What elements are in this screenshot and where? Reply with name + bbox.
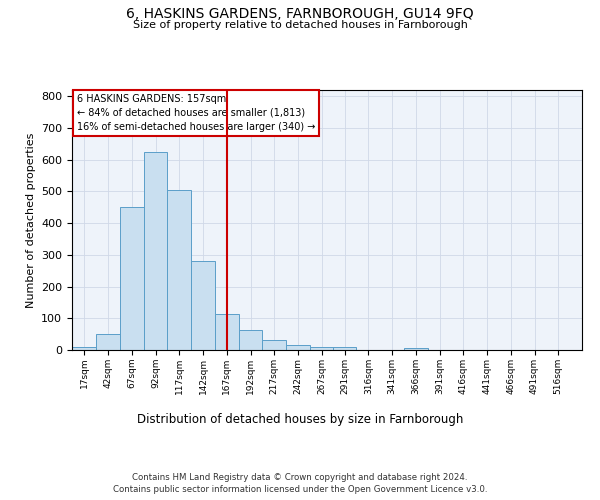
Bar xyxy=(404,348,428,350)
Bar xyxy=(239,330,262,350)
Text: 6 HASKINS GARDENS: 157sqm
← 84% of detached houses are smaller (1,813)
16% of se: 6 HASKINS GARDENS: 157sqm ← 84% of detac… xyxy=(77,94,316,132)
Text: Size of property relative to detached houses in Farnborough: Size of property relative to detached ho… xyxy=(133,20,467,30)
Bar xyxy=(120,208,144,350)
Bar xyxy=(262,340,286,350)
Text: Contains public sector information licensed under the Open Government Licence v3: Contains public sector information licen… xyxy=(113,485,487,494)
Bar xyxy=(144,152,167,350)
Bar xyxy=(73,347,96,350)
Bar xyxy=(286,344,310,350)
Text: 6, HASKINS GARDENS, FARNBOROUGH, GU14 9FQ: 6, HASKINS GARDENS, FARNBOROUGH, GU14 9F… xyxy=(126,8,474,22)
Bar xyxy=(191,261,215,350)
Bar xyxy=(215,314,239,350)
Bar xyxy=(332,347,356,350)
Text: Distribution of detached houses by size in Farnborough: Distribution of detached houses by size … xyxy=(137,412,463,426)
Bar xyxy=(96,334,120,350)
Y-axis label: Number of detached properties: Number of detached properties xyxy=(26,132,35,308)
Text: Contains HM Land Registry data © Crown copyright and database right 2024.: Contains HM Land Registry data © Crown c… xyxy=(132,472,468,482)
Bar xyxy=(310,347,334,350)
Bar xyxy=(167,190,191,350)
